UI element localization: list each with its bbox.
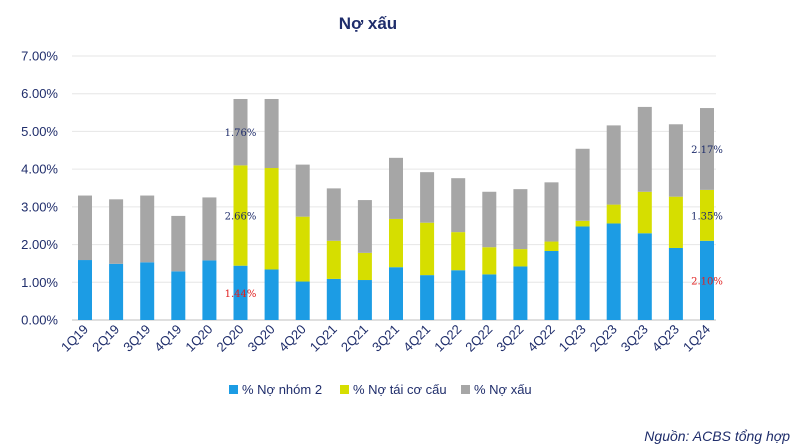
data-label: 2.66% xyxy=(225,212,257,223)
bar-segment xyxy=(295,281,310,320)
data-label: 1.35% xyxy=(691,211,723,222)
bar-segment xyxy=(171,271,186,320)
legend-item[interactable]: % Nợ tái cơ cấu xyxy=(340,382,447,397)
source-note: Nguồn: ACBS tổng hợp xyxy=(644,428,790,444)
bar-segment xyxy=(357,200,372,253)
bar-segment xyxy=(637,233,652,320)
y-tick-label: 1.00% xyxy=(21,275,58,290)
y-tick-label: 3.00% xyxy=(21,199,58,214)
bar-segment xyxy=(389,157,403,219)
bar-segment xyxy=(357,252,372,281)
bar-segment xyxy=(451,270,466,320)
y-tick-label: 5.00% xyxy=(21,124,58,139)
legend-item[interactable]: % Nợ xấu xyxy=(461,382,532,397)
bar-segment xyxy=(233,98,248,166)
y-tick-label: 4.00% xyxy=(21,162,58,177)
bar-segment xyxy=(326,278,341,320)
bar-segment xyxy=(140,262,155,320)
bar-segment xyxy=(233,165,248,266)
bar-segment xyxy=(451,178,466,233)
data-label: 2.10% xyxy=(691,276,723,287)
bar-segment xyxy=(575,226,590,320)
bar-segment xyxy=(668,196,683,248)
bar-segment xyxy=(295,164,310,217)
bar-segment xyxy=(482,191,497,248)
bar-segment xyxy=(700,189,714,241)
bar-segment xyxy=(264,98,279,169)
bar-segment xyxy=(668,247,683,320)
bar-segment xyxy=(513,266,528,320)
legend-swatch xyxy=(340,385,349,394)
bar-segment xyxy=(575,220,590,227)
bar-segment xyxy=(451,232,466,271)
legend-label: % Nợ nhóm 2 xyxy=(242,382,322,397)
data-label: 1.76% xyxy=(225,128,257,139)
bar-segment xyxy=(326,188,341,241)
bar-segment xyxy=(606,204,621,224)
bar-segment xyxy=(326,240,341,279)
bar-segment xyxy=(389,218,403,268)
bar-segment xyxy=(606,223,621,320)
bar-segment xyxy=(357,280,372,320)
bar-segment xyxy=(420,275,435,320)
bar-segment xyxy=(140,195,155,263)
bar-segment xyxy=(513,249,528,267)
bar-segment xyxy=(389,267,403,320)
bar-segment xyxy=(513,189,528,250)
bar-segment xyxy=(420,172,435,223)
bar-segment xyxy=(637,191,652,234)
y-tick-label: 7.00% xyxy=(21,49,58,64)
data-label: 2.17% xyxy=(691,145,723,156)
bar-segment xyxy=(482,274,497,320)
bar-segment xyxy=(109,199,124,264)
data-label: 1.44% xyxy=(225,289,257,300)
bar-segment xyxy=(264,269,279,320)
legend[interactable]: % Nợ nhóm 2 % Nợ tái cơ cấu % Nợ xấu xyxy=(229,382,532,397)
y-tick-label: 0.00% xyxy=(21,313,58,328)
bar-segment xyxy=(700,108,714,190)
y-tick-label: 6.00% xyxy=(21,86,58,101)
y-axis-ticks: 0.00% 1.00% 2.00% 3.00% 4.00% 5.00% 6.00% 7.00% xyxy=(21,49,58,328)
bar-segment xyxy=(575,148,590,221)
bar-segment xyxy=(295,216,310,282)
bar-segment xyxy=(606,125,621,205)
bar-segment xyxy=(544,241,559,251)
bar-segment xyxy=(420,222,435,276)
bar-segment xyxy=(78,260,92,320)
legend-swatch xyxy=(461,385,470,394)
bar-segment xyxy=(637,106,652,192)
y-tick-label: 2.00% xyxy=(21,237,58,252)
bar-segment xyxy=(264,168,279,270)
bar-segment xyxy=(109,263,124,320)
bar-segment xyxy=(668,124,683,197)
bars xyxy=(78,98,714,320)
bar-segment xyxy=(202,197,217,261)
legend-swatch xyxy=(229,385,238,394)
bar-segment xyxy=(544,182,559,242)
legend-item[interactable]: % Nợ nhóm 2 xyxy=(229,382,322,397)
bar-segment xyxy=(78,195,92,261)
bar-segment xyxy=(202,260,217,320)
legend-label: % Nợ tái cơ cấu xyxy=(353,382,447,397)
bar-segment xyxy=(233,265,248,320)
bar-segment xyxy=(482,247,497,275)
bar-segment xyxy=(171,215,186,272)
bar-segment xyxy=(544,250,559,320)
annotations: 1.76% 2.66% 1.44% 2.17% 1.35% 2.10% xyxy=(225,128,723,300)
bar-segment xyxy=(700,240,714,320)
legend-label: % Nợ xấu xyxy=(474,382,532,397)
chart-title: Nợ xấu xyxy=(339,14,397,33)
